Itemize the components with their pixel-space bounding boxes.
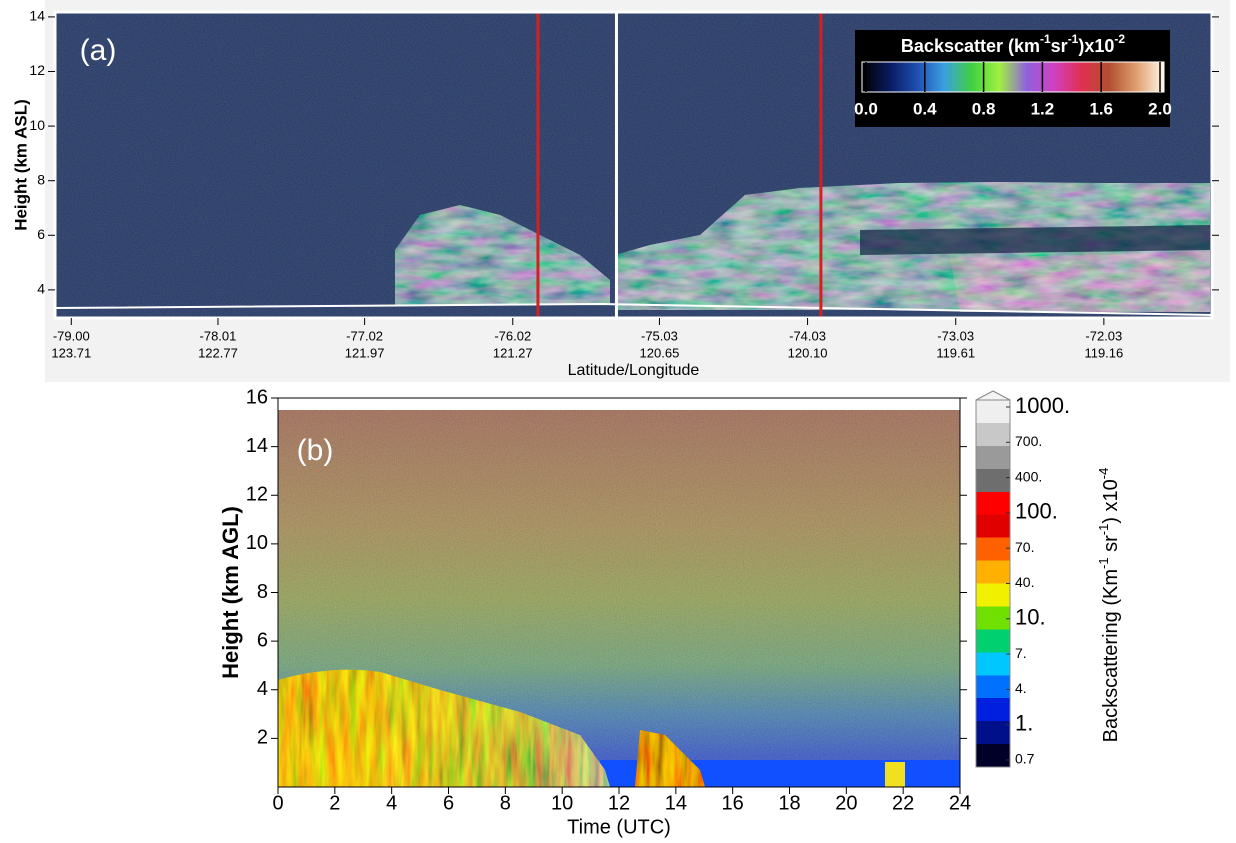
colorbar-title: Backscatter (km-1sr-1)x10-2 (901, 32, 1125, 56)
x-tick-label: 10 (551, 792, 573, 814)
panel-label: (a) (80, 34, 117, 67)
colorbar (861, 61, 1165, 93)
colorbar-tick-label: 100. (1015, 499, 1058, 524)
y-tick-label: 4 (37, 281, 45, 297)
x-tick-label: 4 (386, 792, 397, 814)
x-tick-label: 6 (443, 792, 454, 814)
plot-frame (53, 10, 1214, 320)
y-axis-title: Height (km ASL) (11, 99, 30, 231)
x-tick-sublabel: 119.16 (1084, 345, 1123, 360)
colorbar-tick-label: 2.0 (1148, 99, 1172, 118)
x-tick-sublabel: 121.27 (493, 345, 533, 360)
colorbar-tick-label: 4. (1015, 680, 1027, 696)
x-tick-label: -76.02 (494, 328, 531, 343)
colorbar-tick-label: 10. (1015, 605, 1046, 630)
y-tick-label: 10 (246, 532, 268, 554)
x-tick-label: -78.01 (200, 328, 237, 343)
backscatter-image-b (278, 410, 960, 787)
colorbar-title-part: sr (1051, 36, 1068, 56)
colorbar-title-part: sr (1100, 535, 1122, 558)
y-tick-label: 6 (37, 226, 45, 242)
panel-label: (b) (297, 434, 334, 467)
colorbar-tick-label: 1.6 (1089, 99, 1113, 118)
x-tick-label: 16 (722, 792, 744, 814)
colorbar-tick-label: 70. (1015, 539, 1034, 555)
colorbar-title-part: ) x10 (1100, 479, 1122, 523)
y-tick-label: 12 (246, 484, 268, 506)
y-tick-label: 16 (246, 386, 268, 408)
colorbar-tick-label: 0.4 (913, 99, 937, 118)
x-tick-label: 8 (500, 792, 511, 814)
y-axis-title: Height (km AGL) (218, 506, 243, 679)
colorbar-tick-label: 40. (1015, 574, 1034, 590)
x-tick-sublabel: 119.61 (936, 345, 975, 360)
x-tick-label: 0 (272, 792, 283, 814)
x-tick-label: 12 (608, 792, 630, 814)
colorbar-tick-label: 7. (1015, 645, 1027, 661)
y-tick-label: 8 (37, 171, 45, 187)
x-tick-label: 18 (778, 792, 800, 814)
colorbar-tick-label: 400. (1015, 468, 1042, 484)
x-tick-label: -77.02 (346, 328, 383, 343)
colorbar-extend (975, 390, 1011, 401)
colorbar-title-part: Backscattering (Km (1100, 569, 1122, 742)
colorbar-title-part: -2 (1114, 32, 1125, 46)
colorbar-title-part: -1 (1068, 32, 1079, 46)
colorbar-tick-label: 0.7 (1015, 751, 1035, 767)
x-tick-label: -75.03 (641, 328, 678, 343)
x-tick-sublabel: 121.97 (345, 345, 385, 360)
colorbar-tick-label: 0.8 (972, 99, 996, 118)
colorbar-title-part: -4 (1096, 468, 1111, 480)
x-tick-sublabel: 123.71 (51, 345, 91, 360)
colorbar-tick-label: 1000. (1015, 393, 1070, 418)
x-tick-sublabel: 122.77 (198, 345, 238, 360)
x-tick-sublabel: 120.10 (788, 345, 828, 360)
y-tick-label: 4 (257, 678, 268, 700)
y-tick-label: 14 (246, 435, 268, 457)
x-axis-title: Latitude/Longitude (568, 362, 700, 379)
colorbar-tick-label: 1.2 (1031, 99, 1055, 118)
y-tick-label: 8 (257, 581, 268, 603)
y-tick-label: 6 (257, 629, 268, 651)
x-tick-label: -79.00 (53, 328, 90, 343)
colorbar-title-part: -1 (1040, 32, 1051, 46)
x-axis-title: Time (UTC) (567, 816, 671, 838)
colorbar (975, 399, 1011, 768)
colorbar-title-part: Backscatter (km (901, 36, 1040, 56)
x-tick-label: -72.03 (1085, 328, 1122, 343)
x-tick-label: 20 (835, 792, 857, 814)
y-tick-label: 10 (29, 117, 45, 133)
colorbar-tick-label: 1. (1015, 711, 1033, 736)
colorbar-tick-label: 700. (1015, 433, 1042, 449)
x-tick-label: -73.03 (937, 328, 974, 343)
x-tick-label: 14 (665, 792, 687, 814)
colorbar-title-part: -1 (1096, 524, 1111, 536)
y-tick-label: 14 (29, 8, 45, 24)
colorbar-title: Backscattering (Km-1 sr-1) x10-4 (1096, 468, 1122, 743)
x-tick-label: 22 (892, 792, 914, 814)
x-tick-label: -74.03 (789, 328, 826, 343)
colorbar-title-part: )x10 (1078, 36, 1114, 56)
y-tick-label: 12 (29, 62, 45, 78)
x-tick-label: 24 (949, 792, 971, 814)
x-tick-label: 2 (329, 792, 340, 814)
colorbar-title-part: -1 (1096, 557, 1111, 569)
y-tick-label: 2 (257, 727, 268, 749)
colorbar-tick-label: 0.0 (854, 99, 878, 118)
x-tick-sublabel: 120.65 (640, 345, 680, 360)
